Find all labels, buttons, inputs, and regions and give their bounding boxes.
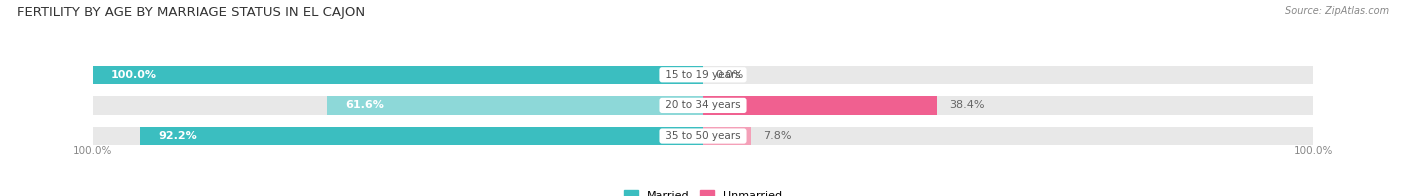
Text: 35 to 50 years: 35 to 50 years — [662, 131, 744, 141]
Bar — [93, 96, 703, 115]
Text: 0.0%: 0.0% — [716, 70, 744, 80]
Text: 15 to 19 years: 15 to 19 years — [662, 70, 744, 80]
Bar — [703, 66, 1313, 84]
Bar — [93, 127, 703, 145]
Bar — [703, 127, 1313, 145]
Text: 7.8%: 7.8% — [763, 131, 792, 141]
Bar — [93, 66, 703, 84]
Bar — [328, 96, 703, 115]
Legend: Married, Unmarried: Married, Unmarried — [624, 191, 782, 196]
Bar — [703, 127, 751, 145]
Text: 61.6%: 61.6% — [346, 100, 384, 110]
Text: 100.0%: 100.0% — [111, 70, 157, 80]
Text: 100.0%: 100.0% — [73, 146, 112, 156]
Text: 100.0%: 100.0% — [1294, 146, 1333, 156]
Text: 20 to 34 years: 20 to 34 years — [662, 100, 744, 110]
Bar — [141, 127, 703, 145]
Bar — [703, 96, 1313, 115]
Bar — [93, 66, 703, 84]
Bar — [703, 96, 938, 115]
Text: 38.4%: 38.4% — [949, 100, 986, 110]
Text: Source: ZipAtlas.com: Source: ZipAtlas.com — [1285, 6, 1389, 16]
Text: FERTILITY BY AGE BY MARRIAGE STATUS IN EL CAJON: FERTILITY BY AGE BY MARRIAGE STATUS IN E… — [17, 6, 366, 19]
Text: 92.2%: 92.2% — [159, 131, 197, 141]
